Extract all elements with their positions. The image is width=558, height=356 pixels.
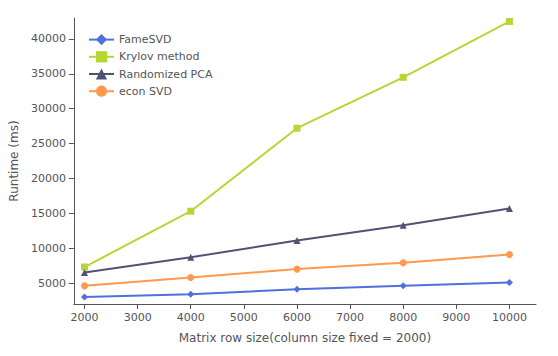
svg-text:3000: 3000 — [124, 311, 152, 324]
svg-text:9000: 9000 — [442, 311, 470, 324]
svg-text:25000: 25000 — [31, 137, 66, 150]
svg-text:Krylov method: Krylov method — [119, 50, 200, 63]
svg-text:6000: 6000 — [283, 311, 311, 324]
svg-text:10000: 10000 — [492, 311, 527, 324]
svg-text:20000: 20000 — [31, 172, 66, 185]
svg-text:30000: 30000 — [31, 102, 66, 115]
svg-text:econ SVD: econ SVD — [119, 85, 172, 98]
svg-text:35000: 35000 — [31, 67, 66, 80]
svg-text:FameSVD: FameSVD — [119, 33, 172, 46]
svg-text:Runtime (ms): Runtime (ms) — [7, 120, 21, 201]
svg-text:4000: 4000 — [177, 311, 205, 324]
svg-text:5000: 5000 — [38, 277, 66, 290]
svg-text:Randomized PCA: Randomized PCA — [119, 68, 213, 81]
svg-text:8000: 8000 — [389, 311, 417, 324]
svg-text:10000: 10000 — [31, 242, 66, 255]
svg-text:15000: 15000 — [31, 207, 66, 220]
svg-text:40000: 40000 — [31, 32, 66, 45]
svg-text:2000: 2000 — [71, 311, 99, 324]
svg-text:7000: 7000 — [336, 311, 364, 324]
svg-text:5000: 5000 — [230, 311, 258, 324]
svg-text:Matrix row size(column size fi: Matrix row size(column size fixed = 2000… — [179, 331, 431, 345]
